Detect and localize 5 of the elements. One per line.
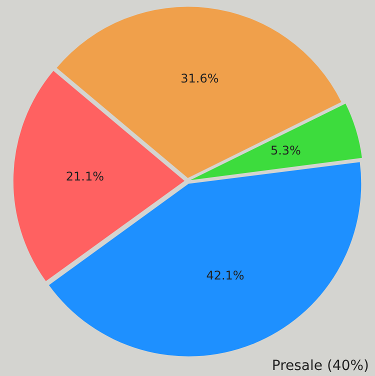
text: Presale (40%) — [272, 358, 369, 374]
data-label: 5.3% — [270, 143, 301, 158]
data-label: 21.1% — [66, 169, 104, 184]
data-label: 31.6% — [180, 71, 219, 86]
data-label: 42.1% — [206, 268, 244, 283]
